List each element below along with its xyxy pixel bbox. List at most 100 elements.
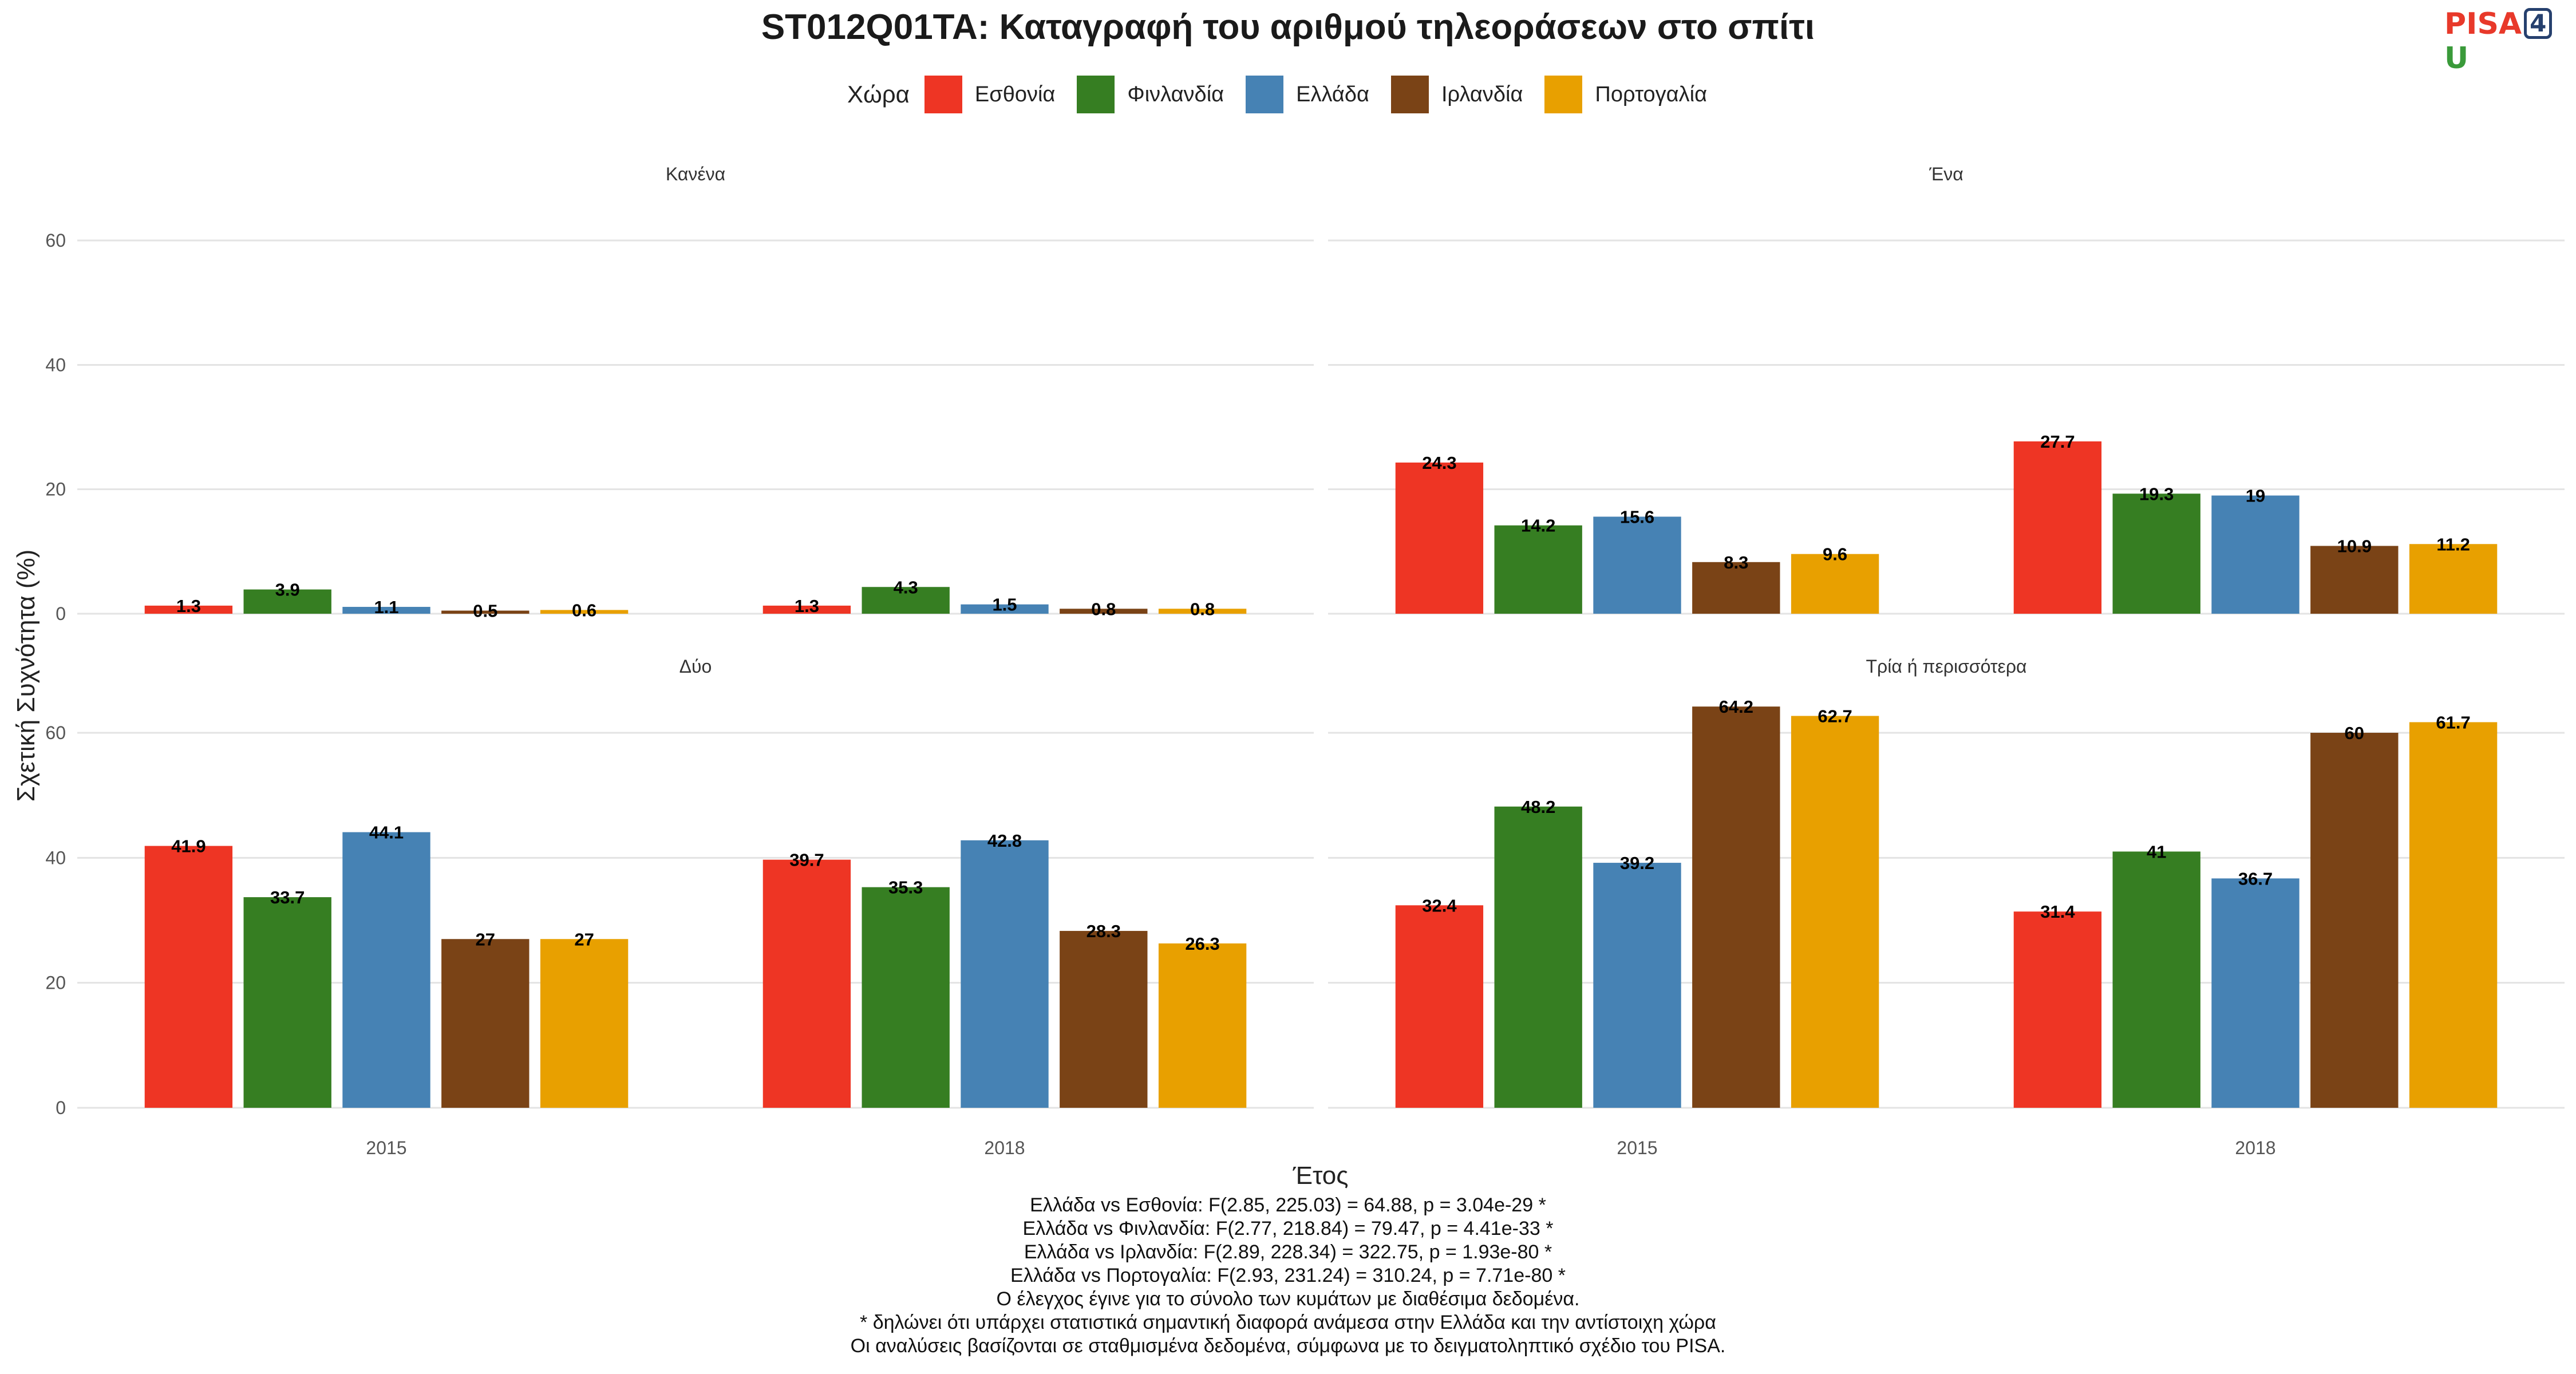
bar: [1395, 905, 1484, 1108]
data-label: 26.3: [1185, 934, 1219, 954]
facet-panel: Τρία ή περισσότερα 32.4 48.2 39.2 64.2 62.7 20…: [1328, 656, 2565, 1158]
bar: [1593, 863, 1681, 1108]
logo-text-pisa: PISA: [2444, 7, 2522, 41]
footnote-line: * δηλώνει ότι υπάρχει στατιστικά σημαντι…: [860, 1312, 1716, 1333]
data-label: 62.7: [1818, 706, 1852, 727]
legend-item: Πορτογαλία: [1544, 76, 1707, 113]
bar: [1060, 609, 1148, 614]
footnote-line: Ο έλεγχος έγινε για το σύνολο των κυμάτω…: [996, 1288, 1580, 1310]
bar: [243, 897, 331, 1108]
y-tick-label: 60: [45, 230, 66, 251]
y-tick-label: 0: [56, 1097, 66, 1118]
bar: [2310, 733, 2399, 1108]
bar: [2409, 544, 2498, 614]
bar: [2013, 441, 2102, 614]
data-label: 19: [2246, 486, 2265, 506]
data-label: 27: [574, 929, 594, 949]
legend: Χώρα Εσθονία Φινλανδία Ελλάδα Ιρλανδία Πορτο…: [0, 76, 2576, 113]
data-label: 33.7: [270, 887, 305, 907]
bar: [144, 605, 233, 614]
data-label: 19.3: [2139, 484, 2174, 504]
legend-swatch: [1246, 76, 1284, 113]
legend-label: Εσθονία: [974, 82, 1056, 106]
data-label: 39.7: [789, 850, 824, 870]
footnote-line: Ελλάδα vs Ιρλανδία: F(2.89, 228.34) = 32…: [1024, 1241, 1552, 1263]
bar: [2112, 851, 2200, 1108]
bar: [1593, 516, 1681, 614]
data-label: 0.8: [1091, 599, 1116, 619]
data-label: 0.5: [473, 601, 497, 621]
data-label: 39.2: [1620, 853, 1654, 873]
legend-title: Χώρα: [847, 81, 910, 108]
bar: [762, 859, 851, 1108]
pisa4u-logo: PISA 4 U: [2444, 7, 2576, 76]
bar: [961, 840, 1049, 1108]
bar: [2211, 878, 2300, 1108]
data-label: 14.2: [1521, 516, 1555, 536]
y-tick-label: 20: [45, 479, 66, 500]
data-label: 44.1: [369, 823, 404, 843]
x-tick-label: 2018: [984, 1138, 1025, 1158]
legend-swatch: [1391, 76, 1429, 113]
bar: [1494, 806, 1582, 1108]
data-label: 1.5: [992, 595, 1017, 615]
facet-panel: Κανένα 0 20 40 60 1.3 3.9 1.1 0.5 0.6 1.3 4.3 1.5 0.8…: [45, 164, 1314, 624]
bar: [243, 589, 331, 614]
data-label: 8.3: [1724, 552, 1748, 572]
bar: [1494, 525, 1582, 614]
data-label: 3.9: [275, 580, 300, 600]
bar: [1158, 609, 1247, 614]
bar: [1692, 562, 1780, 614]
data-label: 9.6: [1823, 544, 1847, 564]
bar: [144, 846, 233, 1108]
data-label: 28.3: [1086, 921, 1121, 941]
bar: [1791, 716, 1879, 1108]
x-tick-label: 2018: [2235, 1138, 2275, 1158]
x-tick-label: 2015: [366, 1138, 406, 1158]
y-tick-label: 60: [45, 722, 66, 743]
data-label: 27.7: [2040, 432, 2075, 452]
data-label: 41.9: [171, 836, 206, 856]
y-tick-label: 40: [45, 847, 66, 868]
facet-title: Δύο: [679, 656, 712, 677]
logo-text-u: U: [2444, 41, 2469, 76]
bar: [862, 887, 950, 1108]
bar: [1791, 554, 1879, 614]
facet-title: Ένα: [1929, 164, 1963, 184]
legend-swatch: [1077, 76, 1115, 113]
y-tick-label: 40: [45, 354, 66, 375]
footnote-line: Οι αναλύσεις βασίζονται σε σταθμισμένα δ…: [850, 1335, 1726, 1357]
data-label: 41: [2147, 842, 2166, 862]
legend-item: Εσθονία: [924, 76, 1055, 113]
bar: [762, 605, 851, 614]
bar: [2310, 546, 2399, 614]
data-label: 10.9: [2337, 536, 2372, 556]
facet-title: Τρία ή περισσότερα: [1866, 656, 2026, 677]
bar: [540, 610, 629, 614]
bar: [2409, 722, 2498, 1108]
data-label: 1.1: [374, 597, 398, 617]
data-label: 24.3: [1422, 453, 1456, 473]
data-label: 31.4: [2040, 902, 2075, 922]
y-tick-label: 20: [45, 973, 66, 993]
bar: [862, 587, 950, 614]
footnote-line: Ελλάδα vs Φινλανδία: F(2.77, 218.84) = 7…: [1022, 1218, 1554, 1239]
y-tick-label: 0: [56, 603, 66, 624]
bar: [2112, 493, 2200, 614]
facet-title: Κανένα: [666, 164, 725, 184]
bar: [1060, 931, 1148, 1108]
bar: [342, 832, 430, 1108]
data-label: 35.3: [888, 878, 923, 898]
chart-title: ST012Q01TA: Καταγραφή του αριθμού τηλεορ…: [761, 7, 1815, 47]
bar: [441, 939, 530, 1108]
bar: [540, 939, 629, 1108]
bar: [1692, 706, 1780, 1108]
data-label: 48.2: [1521, 797, 1555, 817]
data-label: 61.7: [2436, 712, 2470, 732]
legend-item: Φινλανδία: [1077, 76, 1224, 113]
bar: [961, 604, 1049, 614]
bar: [1158, 943, 1247, 1108]
footnote-line: Ελλάδα vs Εσθονία: F(2.85, 225.03) = 64.…: [1030, 1194, 1546, 1216]
x-axis-title: Έτος: [1293, 1162, 1349, 1190]
x-tick-label: 2015: [1617, 1138, 1657, 1158]
